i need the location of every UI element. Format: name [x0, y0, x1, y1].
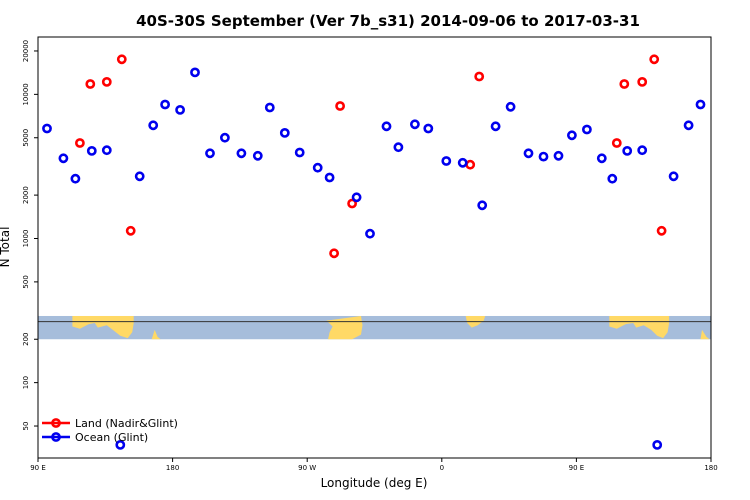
ocean-point	[160, 99, 170, 110]
land-point	[125, 225, 136, 236]
chart-title: 40S-30S September (Ver 7b_s31) 2014-09-0…	[136, 12, 640, 30]
y-axis: 50 100 200 500 1000 2000 5000 10000 20000	[22, 40, 38, 431]
ocean-point	[42, 123, 52, 134]
ocean-point	[622, 145, 633, 156]
y-tick-label: 2000	[22, 186, 30, 204]
land-shape	[700, 329, 710, 340]
data-points	[42, 54, 706, 450]
x-axis-label: Longitude (deg E)	[321, 476, 428, 490]
y-tick-label: 20000	[22, 40, 30, 62]
land-point	[611, 138, 622, 148]
legend: Land (Nadir&Glint)Ocean (Glint)	[42, 417, 178, 444]
ocean-point	[70, 173, 81, 184]
ocean-point	[582, 124, 592, 135]
ocean-point	[101, 145, 112, 156]
legend-marker	[51, 418, 61, 428]
y-tick-label: 5000	[22, 129, 30, 147]
land-point	[101, 77, 112, 87]
ocean-point	[58, 153, 69, 164]
plot-frame	[37, 36, 712, 459]
x-tick-label: 90 E	[569, 464, 585, 472]
ocean-point	[312, 162, 323, 173]
ocean-point	[695, 99, 706, 110]
legend-marker	[51, 432, 61, 442]
land-point	[347, 198, 357, 209]
ocean-point	[279, 127, 290, 138]
land-point	[116, 54, 127, 65]
land-point	[75, 138, 85, 148]
land-shape	[151, 329, 161, 340]
ocean-point	[505, 101, 516, 112]
ocean-point	[457, 157, 468, 168]
y-tick-label: 1000	[22, 230, 30, 248]
ocean-point	[477, 200, 488, 211]
ocean-point	[523, 148, 534, 159]
legend-label: Ocean (Glint)	[75, 431, 148, 444]
ocean-point	[567, 130, 577, 141]
ocean-point	[596, 153, 607, 164]
ocean-point	[294, 147, 305, 158]
ocean-point	[490, 121, 501, 132]
land-point	[335, 101, 345, 111]
y-tick-label: 500	[22, 275, 30, 288]
ocean-point	[264, 102, 275, 113]
ocean-point	[175, 105, 185, 115]
x-tick-label: 180	[704, 464, 717, 472]
legend-label: Land (Nadir&Glint)	[75, 417, 178, 430]
x-tick-label: 0	[440, 464, 444, 472]
land-point	[656, 225, 667, 236]
y-axis-label: N Total	[0, 227, 12, 268]
ocean-point	[607, 173, 618, 184]
ocean-point	[134, 171, 145, 182]
ocean-point	[252, 150, 263, 161]
ocean-point	[205, 148, 215, 159]
ocean-point	[553, 150, 564, 161]
ocean-point	[637, 145, 648, 156]
y-tick-label: 50	[22, 422, 30, 431]
x-tick-label: 90 E	[30, 464, 46, 472]
y-tick-label: 200	[22, 333, 30, 346]
land-point	[85, 79, 96, 89]
ocean-point	[219, 132, 230, 143]
land-point	[649, 54, 660, 65]
land-point	[637, 77, 648, 87]
ocean-point	[324, 172, 335, 183]
map-band	[38, 315, 711, 340]
ocean-point	[683, 120, 694, 131]
ocean-point	[381, 121, 392, 132]
land-point	[474, 71, 485, 82]
ocean-point	[538, 151, 549, 162]
ocean-point	[409, 119, 420, 130]
land-point	[329, 248, 339, 259]
ocean-point	[351, 192, 362, 203]
ocean-point	[423, 123, 434, 134]
ocean-point	[652, 439, 663, 450]
ocean-point	[86, 145, 97, 156]
ocean-point	[190, 67, 200, 78]
ocean-point	[236, 148, 247, 159]
ocean-point	[668, 171, 679, 182]
ocean-point	[148, 120, 159, 131]
land-point	[465, 159, 476, 170]
y-tick-label: 10000	[22, 83, 30, 105]
y-tick-label: 100	[22, 376, 30, 389]
ocean-point	[365, 228, 375, 239]
x-tick-label: 90 W	[298, 464, 316, 472]
x-axis: 90 E 180 90 W 0 90 E 180	[30, 458, 718, 472]
land-point	[619, 79, 630, 89]
ocean-point	[441, 156, 452, 166]
x-tick-label: 180	[166, 464, 179, 472]
ocean-point	[393, 142, 404, 153]
ocean-point	[115, 439, 126, 450]
